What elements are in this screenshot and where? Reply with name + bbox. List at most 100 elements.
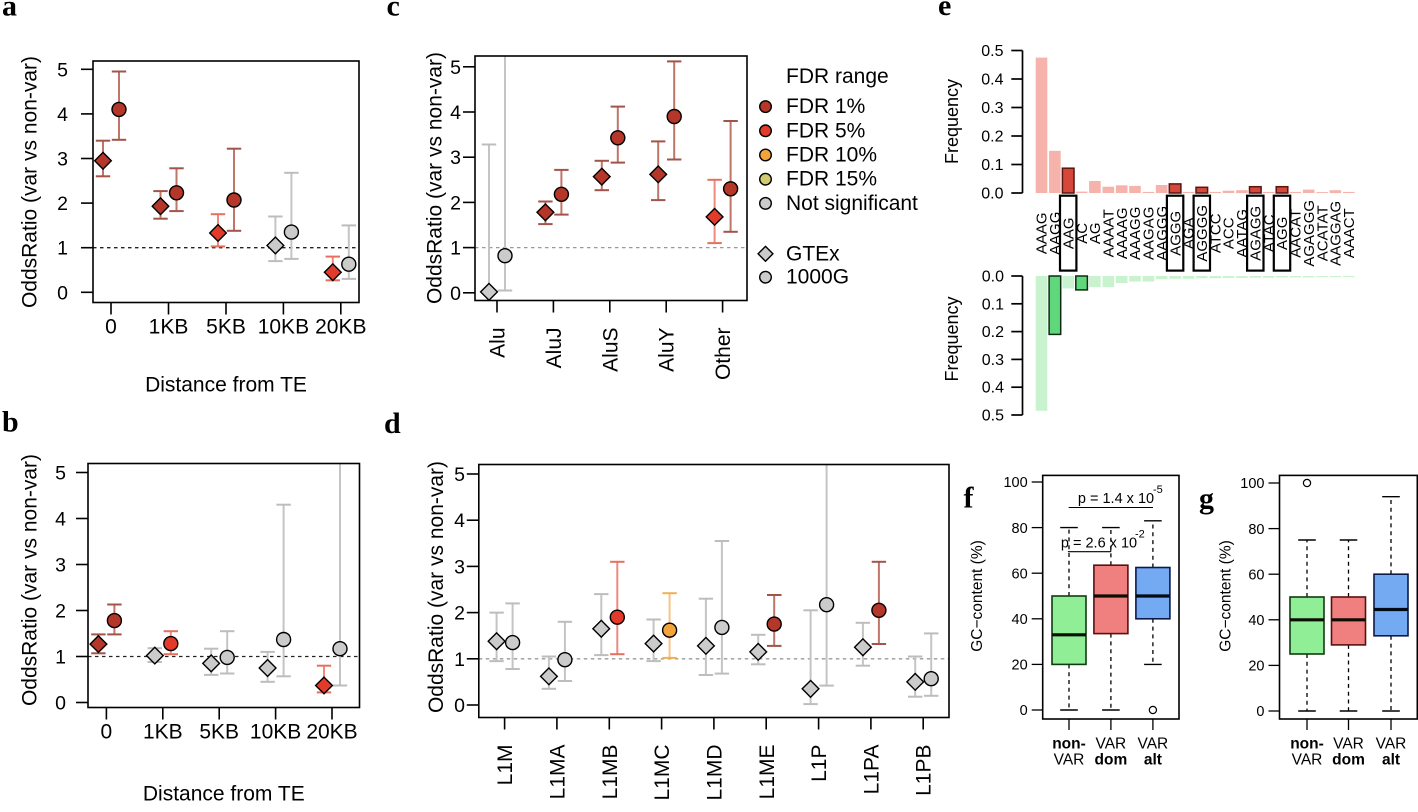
svg-text:VAR: VAR: [1054, 752, 1085, 769]
svg-text:GC−content (%): GC−content (%): [1218, 540, 1235, 652]
svg-text:3: 3: [454, 556, 465, 578]
svg-text:80: 80: [1012, 521, 1028, 537]
svg-text:p = 2.6 x 10: p = 2.6 x 10: [1061, 536, 1137, 552]
svg-text:1KB: 1KB: [143, 721, 183, 744]
svg-text:ATCC: ATCC: [1207, 213, 1224, 253]
svg-text:80: 80: [1248, 522, 1264, 538]
svg-text:0: 0: [450, 283, 461, 305]
svg-text:0: 0: [55, 693, 66, 715]
svg-text:0: 0: [1020, 703, 1028, 719]
svg-text:0.1: 0.1: [981, 157, 1003, 174]
svg-text:0.0: 0.0: [982, 269, 1004, 286]
svg-text:20KB: 20KB: [315, 316, 366, 339]
svg-text:p = 1.4 x 10: p = 1.4 x 10: [1078, 491, 1154, 507]
svg-text:VAR: VAR: [1333, 736, 1364, 753]
svg-text:VAR: VAR: [1138, 736, 1169, 753]
svg-text:Distance from TE: Distance from TE: [145, 373, 307, 396]
svg-text:AAAGG: AAAGG: [1127, 207, 1144, 260]
svg-text:4: 4: [55, 509, 66, 531]
svg-text:5: 5: [57, 59, 68, 81]
svg-text:1: 1: [450, 238, 461, 260]
svg-text:AGAGGG: AGAGGG: [1301, 200, 1318, 267]
svg-text:3: 3: [450, 147, 461, 169]
svg-text:AC: AC: [1074, 223, 1091, 244]
svg-text:Frequency: Frequency: [942, 296, 962, 381]
svg-text:20: 20: [1012, 658, 1028, 674]
svg-text:OddsRatio (var vs non-var): OddsRatio (var vs non-var): [19, 454, 42, 706]
svg-text:FDR 5%: FDR 5%: [786, 119, 865, 142]
svg-text:FDR 10%: FDR 10%: [786, 144, 877, 167]
svg-text:Alu: Alu: [487, 328, 510, 358]
svg-text:0: 0: [57, 282, 68, 304]
svg-text:FDR range: FDR range: [786, 65, 889, 88]
svg-text:AluS: AluS: [599, 328, 622, 372]
svg-text:-2: -2: [1135, 529, 1145, 541]
svg-text:GC−content (%): GC−content (%): [969, 540, 986, 652]
svg-text:FDR 15%: FDR 15%: [786, 168, 877, 191]
svg-text:L1PB: L1PB: [913, 745, 936, 796]
svg-text:10KB: 10KB: [258, 316, 309, 339]
svg-text:AAAAT: AAAAT: [1101, 209, 1118, 257]
svg-text:Not significant: Not significant: [786, 192, 918, 215]
svg-text:0.2: 0.2: [982, 324, 1004, 341]
svg-text:L1MC: L1MC: [651, 745, 674, 801]
svg-text:60: 60: [1248, 567, 1264, 583]
svg-text:AGGG: AGGG: [1167, 211, 1184, 256]
svg-text:AAAG: AAAG: [1034, 212, 1051, 254]
svg-text:f: f: [964, 482, 975, 515]
svg-text:1: 1: [454, 649, 465, 671]
svg-text:0.2: 0.2: [981, 129, 1003, 146]
svg-text:alt: alt: [1382, 752, 1400, 769]
svg-text:L1MD: L1MD: [703, 745, 726, 801]
svg-text:VAR: VAR: [1292, 752, 1323, 769]
svg-text:0.3: 0.3: [981, 100, 1003, 117]
svg-text:-5: -5: [1153, 484, 1163, 496]
svg-text:non-: non-: [1052, 736, 1086, 753]
svg-text:AG: AG: [1087, 222, 1104, 244]
svg-text:g: g: [1199, 482, 1214, 515]
svg-text:3: 3: [55, 555, 66, 577]
svg-text:0.1: 0.1: [982, 296, 1004, 313]
svg-text:2: 2: [55, 601, 66, 623]
svg-text:1: 1: [57, 238, 68, 260]
svg-text:alt: alt: [1144, 752, 1162, 769]
svg-text:OddsRatio (var vs non-var): OddsRatio (var vs non-var): [424, 52, 447, 304]
svg-text:dom: dom: [1332, 752, 1365, 769]
svg-text:L1M: L1M: [494, 745, 517, 786]
svg-text:2: 2: [57, 193, 68, 215]
svg-text:c: c: [387, 0, 400, 23]
svg-text:AACAT: AACAT: [1288, 209, 1305, 258]
svg-text:40: 40: [1248, 613, 1264, 629]
svg-text:b: b: [2, 406, 19, 439]
svg-text:0.5: 0.5: [982, 408, 1004, 425]
svg-text:1: 1: [55, 647, 66, 669]
svg-text:0.4: 0.4: [982, 380, 1004, 397]
svg-text:1KB: 1KB: [149, 316, 189, 339]
svg-text:4: 4: [450, 102, 461, 124]
svg-text:ACC: ACC: [1221, 217, 1238, 249]
svg-text:4: 4: [454, 510, 465, 532]
svg-text:AAACT: AAACT: [1341, 208, 1358, 258]
svg-text:OddsRatio (var vs non-var): OddsRatio (var vs non-var): [19, 56, 42, 308]
svg-text:0: 0: [1256, 704, 1264, 720]
svg-text:5: 5: [454, 464, 465, 486]
svg-text:1000G: 1000G: [786, 266, 849, 289]
svg-text:AAAAG: AAAAG: [1114, 207, 1131, 259]
svg-text:60: 60: [1012, 566, 1028, 582]
svg-text:L1ME: L1ME: [756, 745, 779, 800]
svg-text:AGAGG: AGAGG: [1248, 206, 1265, 261]
svg-text:0: 0: [101, 721, 113, 744]
svg-text:ACATAT: ACATAT: [1314, 205, 1331, 261]
svg-text:VAR: VAR: [1096, 736, 1127, 753]
svg-text:Other: Other: [712, 328, 735, 381]
svg-text:AAGAG: AAGAG: [1141, 207, 1158, 260]
svg-text:AGGGG: AGGGG: [1194, 205, 1211, 262]
svg-text:GTEx: GTEx: [786, 242, 840, 265]
svg-text:L1P: L1P: [808, 745, 831, 782]
svg-text:VAR: VAR: [1376, 736, 1407, 753]
svg-text:40: 40: [1012, 612, 1028, 628]
svg-text:a: a: [2, 0, 17, 23]
svg-text:0.0: 0.0: [981, 186, 1003, 203]
svg-text:0: 0: [105, 316, 117, 339]
svg-text:100: 100: [1240, 476, 1264, 492]
